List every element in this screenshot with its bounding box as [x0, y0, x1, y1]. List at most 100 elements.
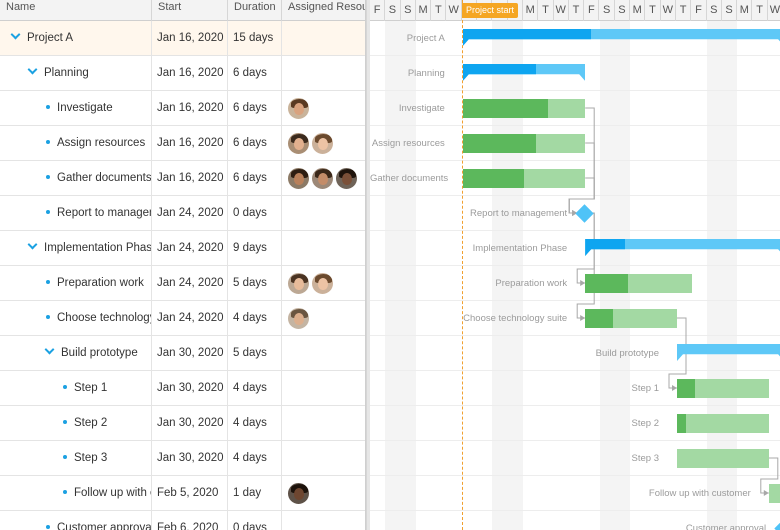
task-start-cell[interactable]: Jan 30, 2020	[152, 336, 228, 371]
table-row[interactable]: Step 1 Jan 30, 2020 4 days	[0, 371, 365, 406]
avatar[interactable]	[287, 307, 310, 330]
avatar[interactable]	[287, 482, 310, 505]
table-row[interactable]: Build prototype Jan 30, 2020 5 days	[0, 336, 365, 371]
task-name-cell[interactable]: Step 1	[0, 371, 152, 406]
task-start-cell[interactable]: Jan 16, 2020	[152, 91, 228, 126]
task-start-cell[interactable]: Jan 30, 2020	[152, 441, 228, 476]
task-duration-cell[interactable]: 15 days	[228, 21, 282, 56]
chevron-down-icon[interactable]	[27, 64, 38, 75]
column-header-resources[interactable]: Assigned Resources	[288, 1, 365, 13]
task-resources-cell[interactable]	[282, 196, 365, 231]
task-bar[interactable]	[462, 134, 586, 153]
table-row[interactable]: Planning Jan 16, 2020 6 days	[0, 56, 365, 91]
avatar[interactable]	[287, 97, 310, 120]
task-duration-cell[interactable]: 0 days	[228, 511, 282, 530]
task-bar[interactable]	[585, 309, 677, 328]
task-name-cell[interactable]: Step 2	[0, 406, 152, 441]
task-duration-cell[interactable]: 4 days	[228, 371, 282, 406]
task-resources-cell[interactable]	[282, 406, 365, 441]
task-name-cell[interactable]: Implementation Phase	[0, 231, 152, 266]
table-row[interactable]: Customer approval Feb 6, 2020 0 days	[0, 511, 365, 530]
table-row[interactable]: Assign resources Jan 16, 2020 6 days	[0, 126, 365, 161]
dependency-link[interactable]	[568, 107, 595, 214]
task-name-cell[interactable]: Choose technology suite	[0, 301, 152, 336]
column-header-name[interactable]: Name	[0, 0, 152, 21]
task-resources-cell[interactable]	[282, 441, 365, 476]
chevron-down-icon[interactable]	[10, 29, 21, 40]
task-name-cell[interactable]: Investigate	[0, 91, 152, 126]
avatar[interactable]	[287, 272, 310, 295]
task-duration-cell[interactable]: 4 days	[228, 441, 282, 476]
task-duration-cell[interactable]: 6 days	[228, 91, 282, 126]
task-resources-cell[interactable]	[282, 266, 365, 301]
task-bar[interactable]	[677, 414, 769, 433]
task-bar[interactable]	[585, 274, 693, 293]
task-duration-cell[interactable]: 4 days	[228, 406, 282, 441]
task-resources-cell[interactable]	[282, 161, 365, 196]
task-name-cell[interactable]: Customer approval	[0, 511, 152, 530]
task-duration-cell[interactable]: 1 day	[228, 476, 282, 511]
task-resources-cell[interactable]	[282, 371, 365, 406]
avatar[interactable]	[311, 132, 334, 155]
task-start-cell[interactable]: Jan 24, 2020	[152, 231, 228, 266]
table-row[interactable]: Gather documents Jan 16, 2020 6 days	[0, 161, 365, 196]
task-bar[interactable]	[677, 379, 769, 398]
avatar[interactable]	[311, 272, 334, 295]
task-resources-cell[interactable]	[282, 301, 365, 336]
task-resources-cell[interactable]	[282, 21, 365, 56]
task-duration-cell[interactable]: 5 days	[228, 266, 282, 301]
task-start-cell[interactable]: Feb 6, 2020	[152, 511, 228, 530]
task-start-cell[interactable]: Jan 30, 2020	[152, 406, 228, 441]
task-bar[interactable]	[462, 169, 586, 188]
task-name-cell[interactable]: Follow up with customer	[0, 476, 152, 511]
table-row[interactable]: Implementation Phase Jan 24, 2020 9 days	[0, 231, 365, 266]
task-start-cell[interactable]: Jan 16, 2020	[152, 21, 228, 56]
task-duration-cell[interactable]: 0 days	[228, 196, 282, 231]
dependency-link[interactable]	[568, 177, 595, 214]
avatar[interactable]	[287, 167, 310, 190]
task-resources-cell[interactable]	[282, 231, 365, 266]
task-start-cell[interactable]: Jan 16, 2020	[152, 161, 228, 196]
task-bar[interactable]	[462, 99, 586, 118]
task-name-cell[interactable]: Report to management	[0, 196, 152, 231]
task-start-cell[interactable]: Jan 30, 2020	[152, 371, 228, 406]
task-resources-cell[interactable]	[282, 126, 365, 161]
chevron-down-icon[interactable]	[27, 239, 38, 250]
task-resources-cell[interactable]	[282, 91, 365, 126]
table-row[interactable]: Project A Jan 16, 2020 15 days	[0, 21, 365, 56]
task-name-cell[interactable]: Step 3	[0, 441, 152, 476]
column-header-start[interactable]: Start	[152, 0, 228, 21]
table-row[interactable]: Investigate Jan 16, 2020 6 days	[0, 91, 365, 126]
task-name-cell[interactable]: Preparation work	[0, 266, 152, 301]
task-start-cell[interactable]: Feb 5, 2020	[152, 476, 228, 511]
task-bar[interactable]	[677, 449, 769, 468]
task-name-cell[interactable]: Assign resources	[0, 126, 152, 161]
task-resources-cell[interactable]	[282, 56, 365, 91]
task-start-cell[interactable]: Jan 16, 2020	[152, 126, 228, 161]
task-duration-cell[interactable]: 6 days	[228, 126, 282, 161]
chevron-down-icon[interactable]	[44, 344, 55, 355]
task-duration-cell[interactable]: 9 days	[228, 231, 282, 266]
task-bar[interactable]	[768, 484, 780, 503]
table-row[interactable]: Step 3 Jan 30, 2020 4 days	[0, 441, 365, 476]
column-header-duration[interactable]: Duration	[228, 0, 282, 21]
task-duration-cell[interactable]: 6 days	[228, 56, 282, 91]
grid-chart-splitter[interactable]	[366, 0, 370, 530]
dependency-link[interactable]	[668, 317, 687, 389]
task-duration-cell[interactable]: 4 days	[228, 301, 282, 336]
dependency-link[interactable]	[760, 457, 779, 494]
table-row[interactable]: Step 2 Jan 30, 2020 4 days	[0, 406, 365, 441]
task-start-cell[interactable]: Jan 24, 2020	[152, 196, 228, 231]
task-start-cell[interactable]: Jan 24, 2020	[152, 266, 228, 301]
task-resources-cell[interactable]	[282, 476, 365, 511]
task-name-cell[interactable]: Build prototype	[0, 336, 152, 371]
task-duration-cell[interactable]: 5 days	[228, 336, 282, 371]
task-resources-cell[interactable]	[282, 511, 365, 530]
task-name-cell[interactable]: Planning	[0, 56, 152, 91]
task-resources-cell[interactable]	[282, 336, 365, 371]
task-start-cell[interactable]: Jan 16, 2020	[152, 56, 228, 91]
task-name-cell[interactable]: Gather documents	[0, 161, 152, 196]
